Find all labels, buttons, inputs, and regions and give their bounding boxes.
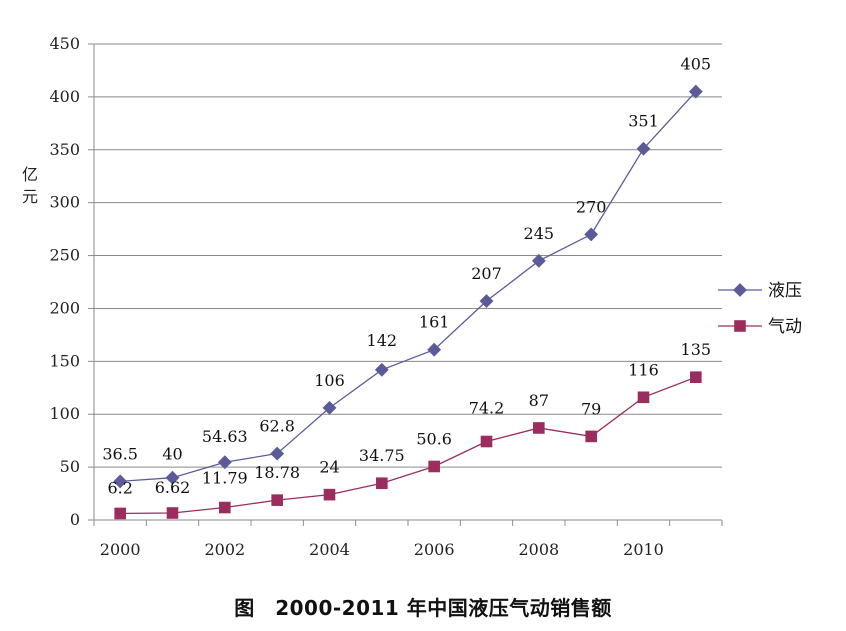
data-point-diamond: [688, 84, 703, 99]
data-label: 6.62: [155, 478, 191, 497]
data-label: 34.75: [359, 446, 405, 465]
data-label: 50.6: [416, 429, 452, 448]
data-label: 351: [628, 112, 659, 131]
x-tick-label: 2006: [414, 540, 455, 559]
axes: [88, 43, 723, 526]
data-label: 207: [471, 264, 502, 283]
series-line-diamond: [120, 91, 697, 483]
data-point-diamond: [322, 400, 337, 415]
data-label: 270: [576, 197, 607, 216]
data-label: 79: [581, 399, 601, 418]
figure-caption: 图 2000-2011 年中国液压气动销售额: [234, 596, 612, 620]
data-point-diamond: [217, 455, 232, 470]
series-line-square: [120, 376, 697, 515]
data-label: 36.5: [102, 444, 138, 463]
data-point-diamond: [584, 227, 599, 242]
data-point-square: [690, 371, 702, 384]
data-point-square: [533, 422, 545, 434]
y-tick-label: 200: [49, 298, 80, 317]
data-label: 135: [681, 340, 712, 359]
y-tick-label: 0: [70, 510, 80, 529]
data-label: 106: [314, 371, 345, 390]
legend-marker: [734, 320, 746, 332]
y-axis-label: 亿元: [22, 165, 38, 206]
x-tick-labels: 2000 2002 2004 2006 2008 2010: [100, 540, 664, 559]
y-tick-label: 150: [49, 351, 80, 370]
data-label: 405: [681, 55, 712, 74]
data-point-square: [323, 488, 336, 501]
data-label: 62.8: [259, 417, 295, 436]
data-label: 74.2: [469, 399, 505, 418]
data-point-diamond: [636, 141, 651, 156]
data-point-diamond: [479, 294, 494, 308]
data-point-square: [428, 460, 440, 473]
data-label: 116: [628, 360, 659, 379]
data-point-square: [637, 391, 650, 404]
data-label: 245: [524, 224, 555, 243]
legend-marker: [733, 283, 747, 297]
data-point-diamond: [374, 362, 389, 377]
data-point-square: [166, 507, 179, 519]
gridlines: [94, 43, 722, 468]
data-point-square: [480, 435, 493, 448]
data-point-square: [585, 430, 597, 443]
y-tick-label: 300: [49, 193, 80, 212]
data-labels: 36.5 40 54.63 62.8 106 142 161 207 245 270 351 405 6…: [102, 55, 711, 498]
y-tick-label: 250: [49, 246, 80, 265]
y-axis-label-char: 亿: [22, 165, 38, 184]
data-label: 6.2: [107, 478, 132, 497]
y-tick-label: 400: [49, 87, 80, 106]
y-tick-label: 350: [49, 140, 80, 159]
data-point-square: [114, 507, 126, 520]
data-point-square: [376, 477, 388, 490]
data-label: 142: [367, 331, 398, 350]
data-point-diamond: [427, 342, 442, 357]
data-label: 40: [162, 445, 182, 464]
data-label: 11.79: [202, 469, 248, 488]
legend-label: 液压: [768, 281, 802, 301]
x-tick-label: 2004: [309, 540, 350, 559]
data-point-diamond: [165, 470, 180, 485]
legend-label: 气动: [768, 317, 802, 337]
data-label: 24: [319, 458, 339, 477]
line-chart: 0 50 100 150 200 250 300 350 400 450 2000 2002 2004…: [22, 34, 802, 559]
data-point-diamond: [270, 446, 285, 461]
series-group: [113, 84, 703, 520]
x-tick-label: 2002: [204, 540, 245, 559]
x-tick-label: 2008: [518, 540, 559, 559]
data-point-square: [219, 501, 231, 514]
legend: 液压气动: [718, 281, 802, 337]
y-tick-label: 100: [49, 404, 80, 423]
y-tick-labels: 0 50 100 150 200 250 300 350 400 450: [49, 34, 80, 529]
y-tick-label: 450: [49, 34, 80, 53]
x-tick-label: 2000: [100, 540, 141, 559]
data-label: 87: [529, 391, 549, 410]
y-tick-label: 50: [60, 457, 80, 476]
data-point-diamond: [531, 253, 546, 268]
x-tick-label: 2010: [623, 540, 664, 559]
data-point-diamond: [113, 474, 128, 489]
data-label: 161: [419, 313, 450, 332]
data-point-square: [271, 494, 283, 506]
data-label: 54.63: [202, 427, 248, 446]
y-axis-label-char: 元: [22, 187, 38, 206]
data-label: 18.78: [254, 463, 300, 482]
